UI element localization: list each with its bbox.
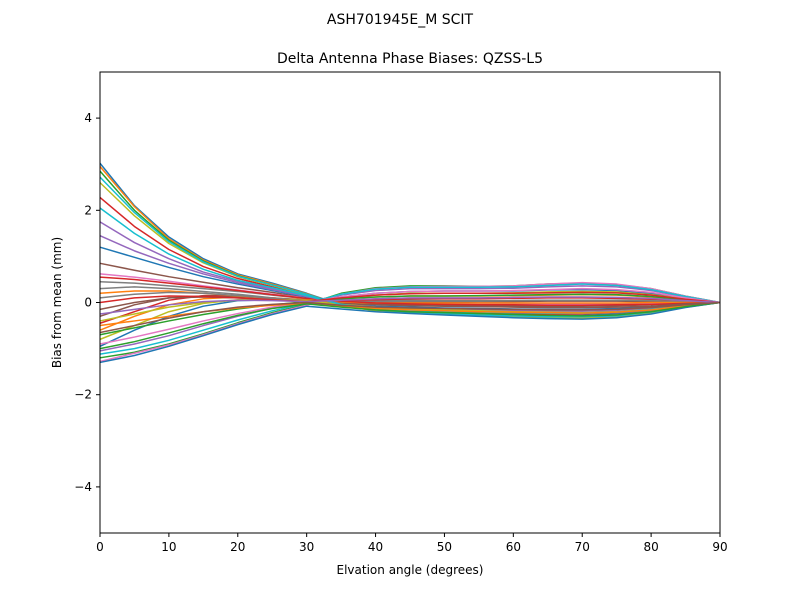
x-tick-label: 70 [575,540,590,554]
y-axis-ticks: −4 −2 0 2 4 [74,111,100,494]
series-line-15 [99,285,721,352]
series-line-21 [99,246,721,311]
series-layer [99,162,721,364]
series-line-34 [99,291,721,304]
chart-title: Delta Antenna Phase Biases: QZSS-L5 [277,51,543,67]
series-line-36 [99,301,721,334]
x-tick-label: 50 [437,540,452,554]
x-tick-label: 20 [230,540,245,554]
x-tick-label: 80 [643,540,658,554]
series-line-33 [99,301,721,350]
series-line-6 [99,262,721,307]
y-tick-label: 0 [84,296,92,310]
x-axis-ticks: 0 10 20 30 40 50 60 70 80 90 [96,533,728,554]
y-axis-label: Bias from mean (mm) [50,237,64,368]
y-tick-label: −4 [74,480,92,494]
series-line-18 [99,286,721,304]
y-tick-label: 4 [84,111,92,125]
y-tick-label: 2 [84,203,92,217]
x-tick-label: 60 [506,540,521,554]
series-line-35 [99,296,721,315]
series-line-27 [99,287,721,345]
x-tick-label: 40 [368,540,383,554]
x-tick-label: 0 [96,540,104,554]
series-line-23 [99,293,721,336]
figure-suptitle: ASH701945E_M SCIT [327,12,474,28]
x-tick-label: 10 [161,540,176,554]
x-tick-label: 90 [712,540,727,554]
x-axis-label: Elvation angle (degrees) [337,563,484,577]
series-line-31 [99,301,721,364]
y-tick-label: −2 [74,388,92,402]
x-tick-label: 30 [299,540,314,554]
series-line-20 [99,283,721,355]
series-line-24 [99,276,721,307]
